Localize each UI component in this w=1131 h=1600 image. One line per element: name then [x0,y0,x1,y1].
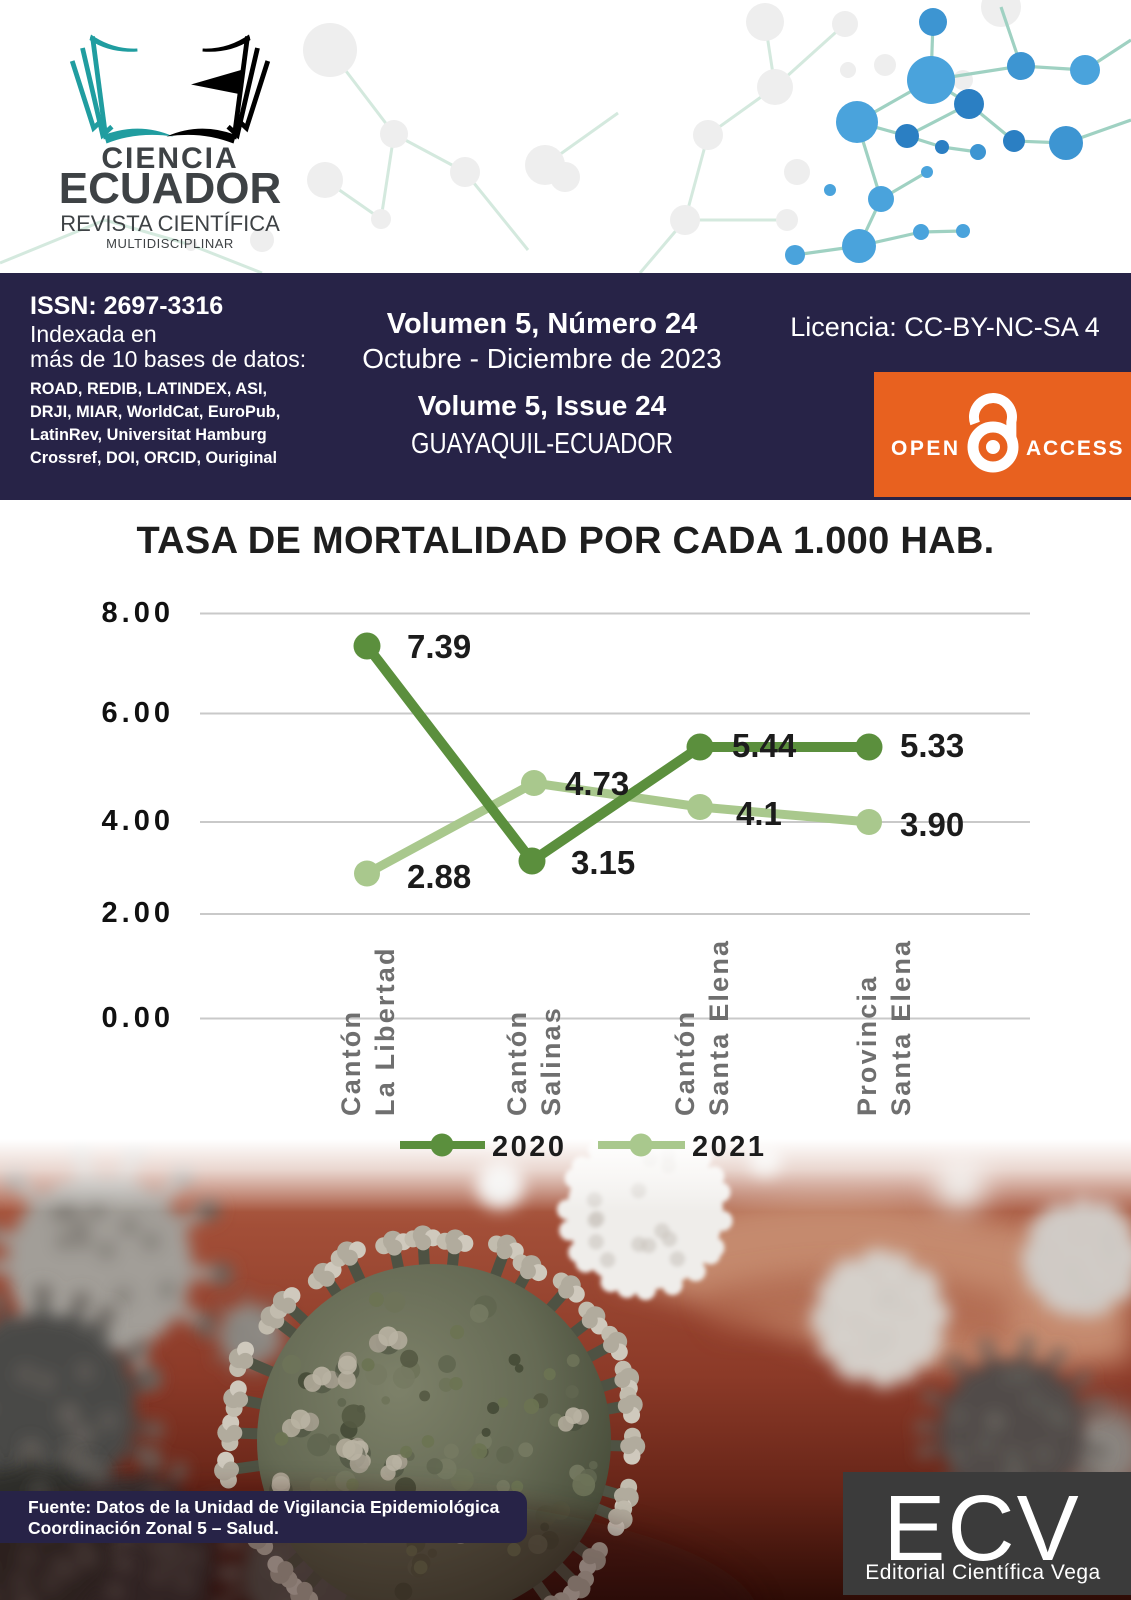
svg-text:ACCESS: ACCESS [1026,437,1124,460]
svg-text:OPEN: OPEN [891,437,961,460]
svg-text:2021: 2021 [692,1131,767,1163]
svg-text:2020: 2020 [492,1131,567,1163]
